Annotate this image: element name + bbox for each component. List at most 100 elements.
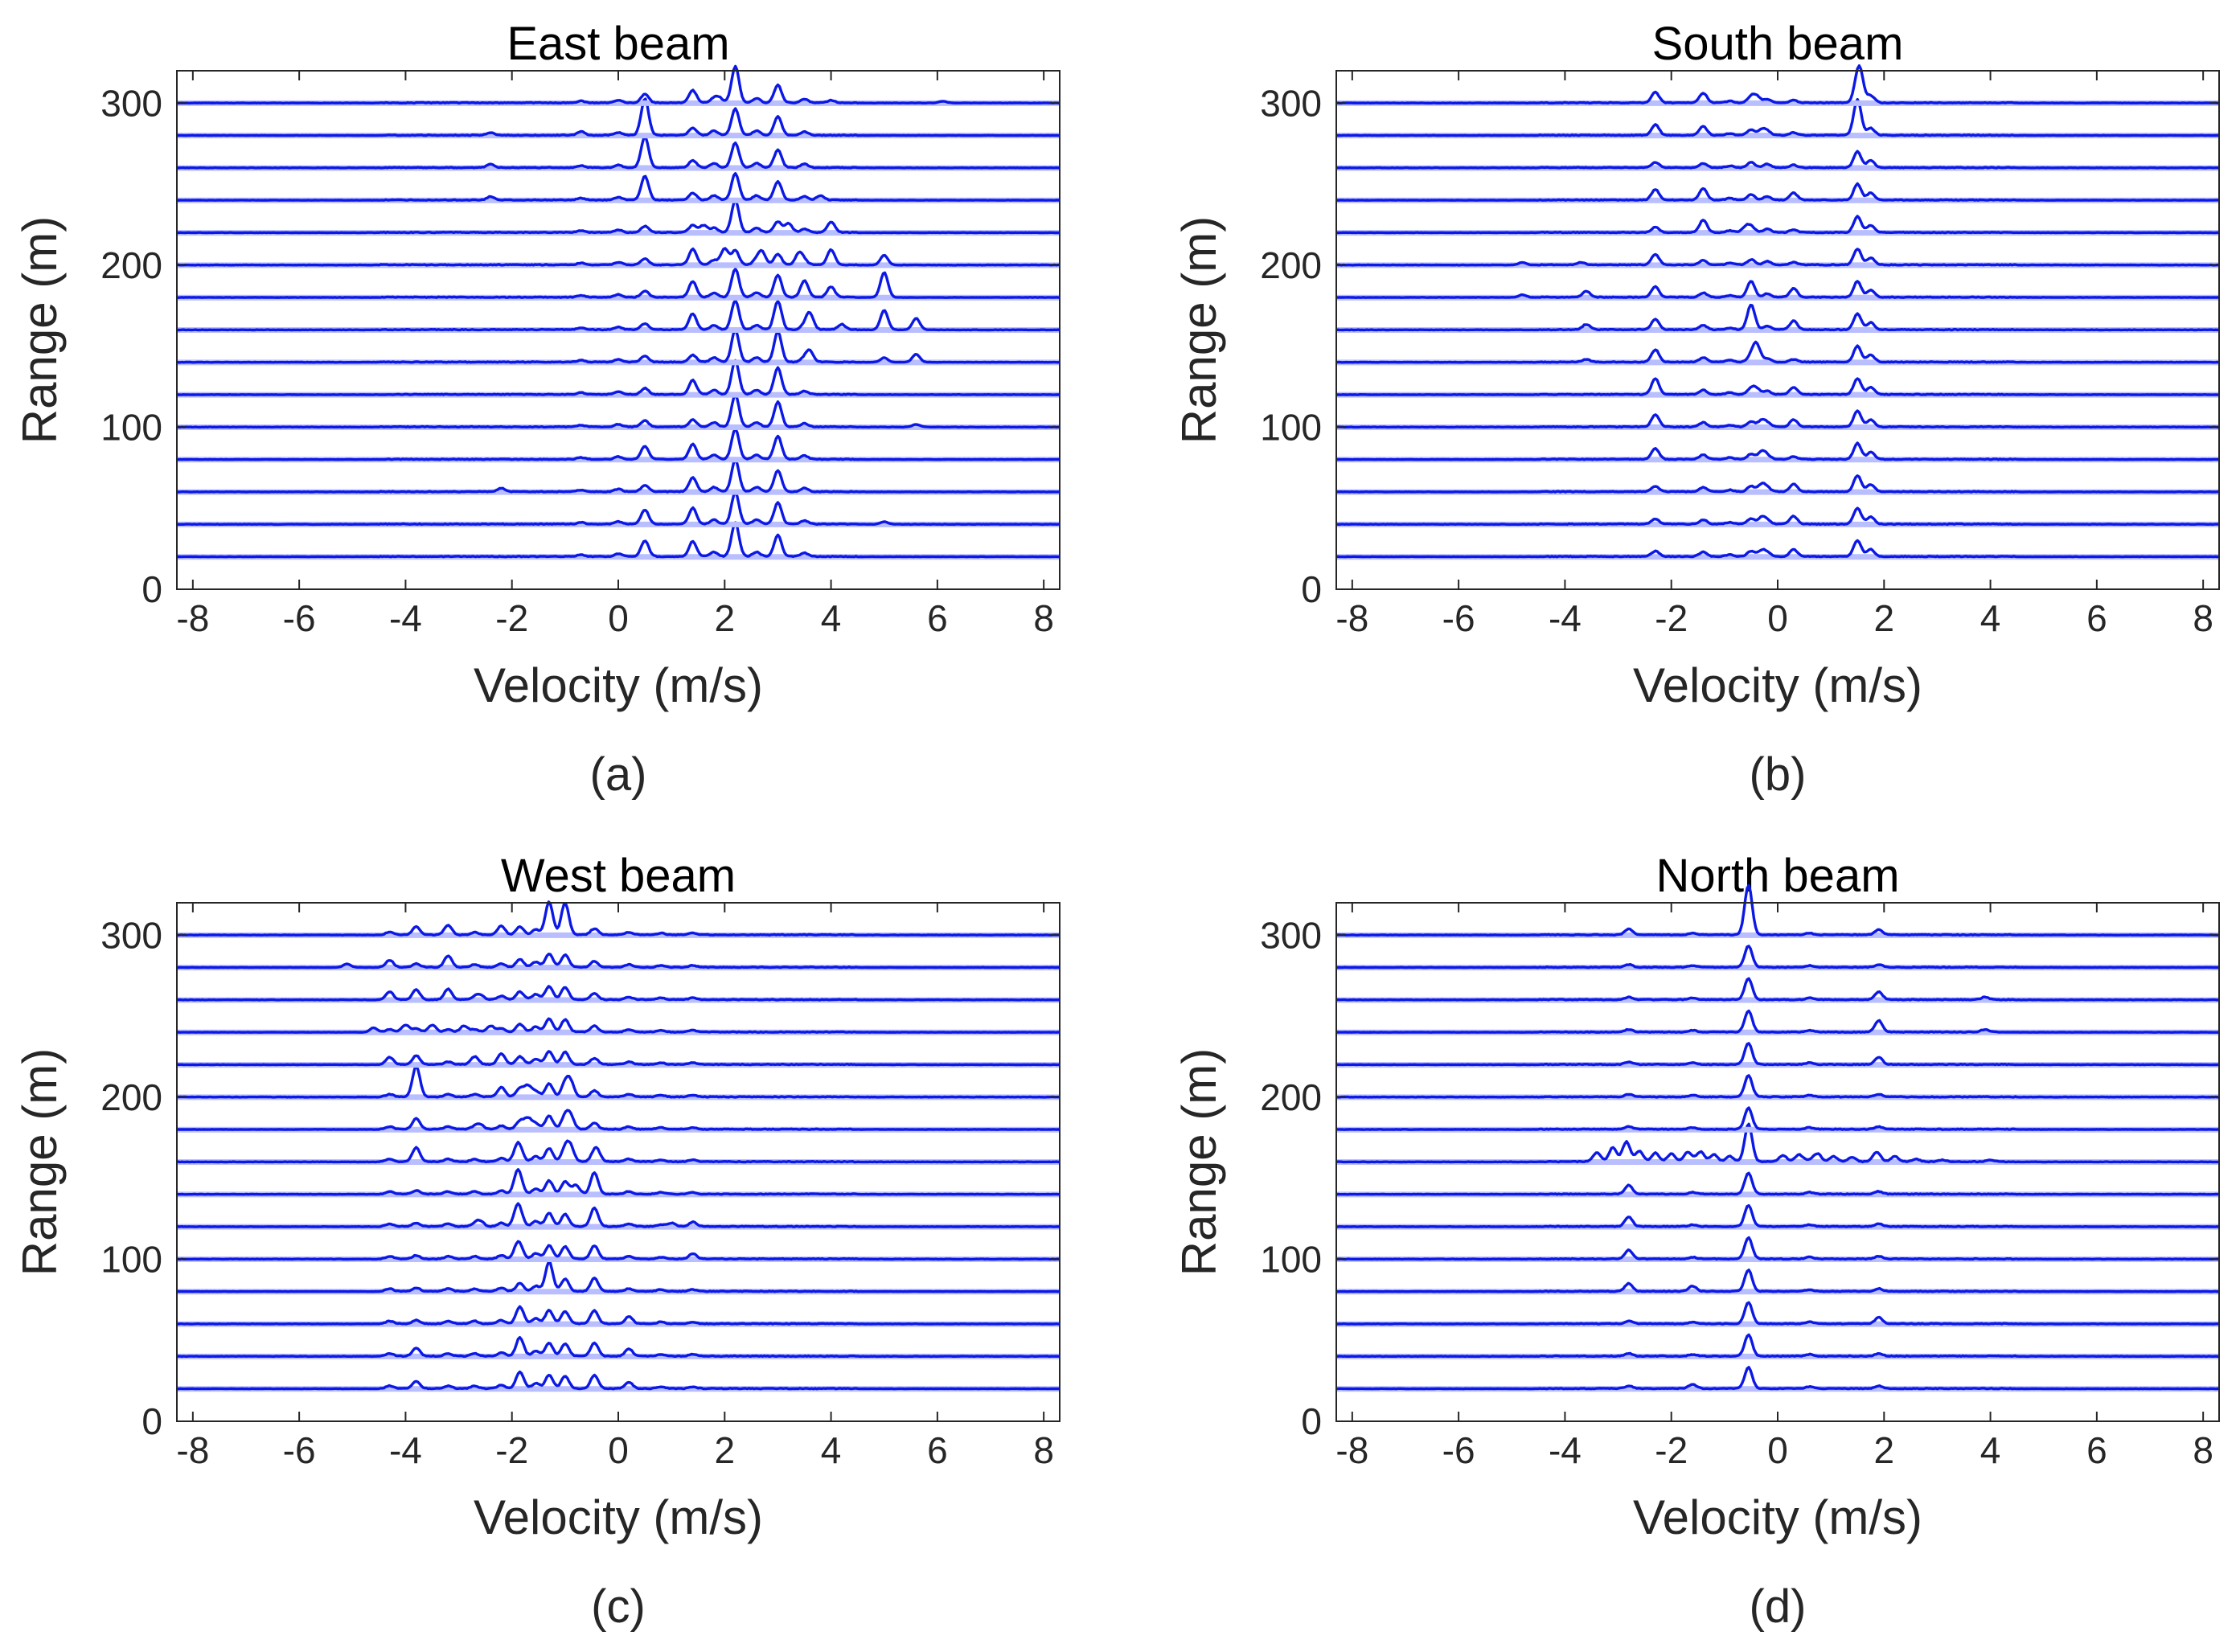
traces <box>1335 64 2220 560</box>
y-tick-label: 300 <box>1260 914 1322 956</box>
y-tick-label: 200 <box>101 244 162 286</box>
trace-range-300 <box>1335 64 2219 105</box>
trace-range-100 <box>177 1240 1061 1261</box>
y-tick-label: 200 <box>101 1076 162 1118</box>
x-axis-label: Velocity (m/s) <box>474 1490 763 1544</box>
panel-caption: (c) <box>591 1580 646 1633</box>
trace-range-180 <box>177 268 1060 299</box>
trace-range-200 <box>1336 1074 2219 1099</box>
x-tick-label: 4 <box>821 597 842 639</box>
panel-1: East beam -8 -6 -4 -2 0 2 4 6 8 0 100 200 300 Velocity… <box>13 18 1061 801</box>
trace-range-180 <box>176 1109 1061 1131</box>
traces <box>176 900 1061 1392</box>
y-axis-label: Range (m) <box>13 216 67 444</box>
trace-range-180 <box>1335 1106 2220 1131</box>
y-axis-label: Range (m) <box>1172 216 1226 444</box>
trace-range-160 <box>1335 1122 2219 1164</box>
trace-range-80 <box>1336 1269 2219 1293</box>
x-axis-label: Velocity (m/s) <box>474 658 763 712</box>
x-axis-label: Velocity (m/s) <box>1633 658 1922 712</box>
x-tick-label: -8 <box>1335 1429 1368 1471</box>
trace-range-160 <box>176 1139 1061 1164</box>
trace-range-60 <box>176 1305 1061 1326</box>
x-tick-label: 8 <box>1033 1429 1054 1471</box>
trace-range-140 <box>1335 1171 2220 1196</box>
x-tick-label: -2 <box>1655 1429 1688 1471</box>
y-tick-label: 0 <box>142 568 162 610</box>
trace-range-120 <box>176 359 1061 396</box>
trace-range-140 <box>176 1168 1060 1196</box>
y-axis-label: Range (m) <box>13 1048 67 1276</box>
x-tick-label: -2 <box>495 597 528 639</box>
traces <box>176 64 1061 560</box>
trace-range-200 <box>177 247 1060 267</box>
trace-range-160 <box>176 299 1061 332</box>
y-tick-label: 200 <box>1260 1076 1322 1118</box>
trace-range-220 <box>176 1050 1060 1067</box>
trace-range-20 <box>176 1370 1061 1391</box>
chart-title: North beam <box>1655 850 1899 902</box>
trace-range-120 <box>176 1202 1061 1228</box>
trace-range-180 <box>1335 280 2220 299</box>
x-tick-label: -8 <box>176 597 209 639</box>
trace-range-300 <box>176 64 1061 105</box>
x-tick-label: -2 <box>1655 597 1688 639</box>
x-tick-label: 6 <box>2086 1429 2107 1471</box>
y-tick-label: 300 <box>1260 82 1322 124</box>
y-tick-label: 300 <box>101 82 162 124</box>
trace-range-140 <box>176 329 1061 364</box>
trace-range-60 <box>1336 1301 2219 1326</box>
x-tick-label: 6 <box>2086 597 2107 639</box>
trace-range-260 <box>1335 150 2220 170</box>
x-tick-label: -6 <box>1442 1429 1475 1471</box>
trace-range-20 <box>1335 1366 2220 1391</box>
chart-title: South beam <box>1652 18 1904 70</box>
trace-range-200 <box>1335 248 2220 267</box>
y-tick-label: 300 <box>101 914 162 956</box>
trace-range-240 <box>1335 1009 2220 1034</box>
panel-caption: (a) <box>590 748 647 801</box>
chart-title: East beam <box>507 18 729 70</box>
trace-range-280 <box>177 97 1060 137</box>
x-tick-label: 0 <box>608 1429 629 1471</box>
trace-range-20 <box>176 521 1061 559</box>
trace-range-120 <box>1336 377 2219 396</box>
x-tick-label: 0 <box>1767 1429 1788 1471</box>
trace-range-40 <box>1335 506 2220 527</box>
panel-3: West beam -8 -6 -4 -2 0 2 4 6 8 0 100 200 300 Velocity… <box>13 850 1061 1633</box>
y-tick-label: 100 <box>1260 1238 1322 1280</box>
y-axis-label: Range (m) <box>1172 1048 1226 1276</box>
x-tick-label: -4 <box>1549 597 1582 639</box>
y-tick-label: 100 <box>101 406 162 448</box>
x-tick-label: 0 <box>1767 597 1788 639</box>
x-tick-label: 2 <box>714 597 735 639</box>
x-tick-label: -4 <box>1549 1429 1582 1471</box>
trace-range-160 <box>1335 303 2220 332</box>
trace-range-260 <box>176 135 1061 170</box>
trace-range-140 <box>1335 340 2220 364</box>
trace-range-260 <box>177 985 1061 1002</box>
y-tick-label: 0 <box>1301 1400 1322 1442</box>
y-tick-label: 200 <box>1260 244 1322 286</box>
traces <box>1335 883 2220 1392</box>
x-tick-label: 2 <box>1873 597 1894 639</box>
trace-range-220 <box>176 199 1060 235</box>
trace-range-240 <box>176 172 1060 202</box>
x-tick-label: 4 <box>1980 597 2001 639</box>
x-tick-label: -4 <box>389 597 422 639</box>
x-tick-label: -6 <box>1442 597 1475 639</box>
trace-range-280 <box>1336 945 2220 969</box>
trace-range-40 <box>176 490 1061 527</box>
trace-range-80 <box>176 428 1060 461</box>
x-tick-label: 4 <box>1980 1429 2001 1471</box>
x-tick-label: -2 <box>495 1429 528 1471</box>
trace-range-60 <box>1336 474 2220 494</box>
chart-title: West beam <box>501 850 736 902</box>
panel-caption: (d) <box>1750 1580 1807 1633</box>
trace-range-100 <box>176 393 1060 429</box>
x-tick-label: 2 <box>1873 1429 1894 1471</box>
x-tick-label: -4 <box>389 1429 422 1471</box>
trace-range-300 <box>1336 883 2220 937</box>
